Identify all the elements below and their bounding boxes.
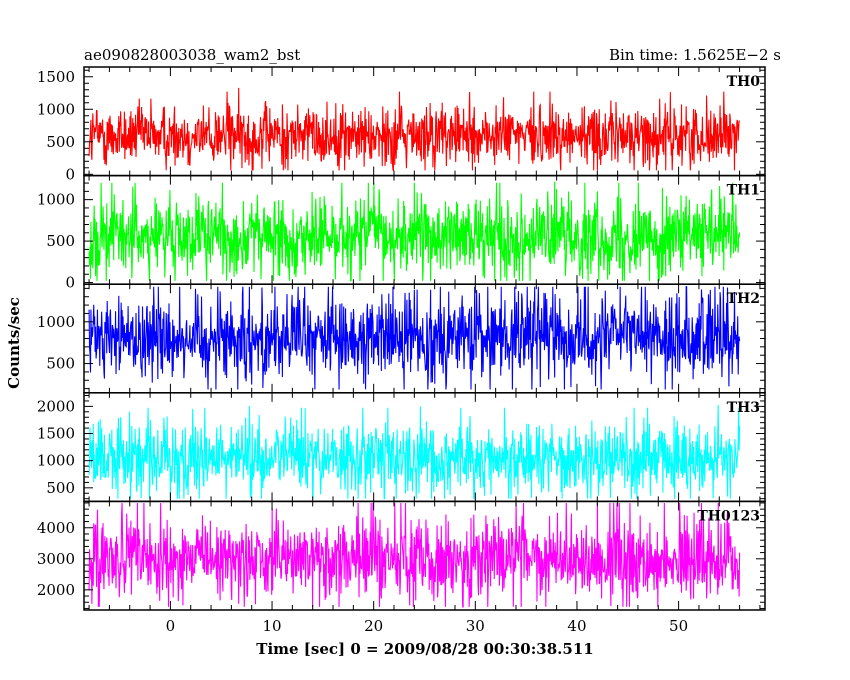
y-axis-label: Counts/sec — [5, 297, 23, 389]
series-th0-line — [88, 87, 741, 172]
y-tick-label-th3: 500 — [46, 479, 75, 497]
y-tick-label-th1: 500 — [46, 232, 75, 250]
y-tick-label-th0: 0 — [65, 165, 75, 183]
y-tick-label-th0123: 4000 — [37, 519, 75, 537]
y-tick-label-th1: 1000 — [37, 191, 75, 209]
panel-frame-th0123 — [83, 500, 766, 611]
y-tick-label-th2: 1000 — [37, 313, 75, 331]
x-tick-label: 20 — [364, 617, 383, 635]
chart-title: ae090828003038_wam2_bst — [84, 46, 300, 64]
panel-label-th2: TH2 — [727, 291, 760, 307]
x-tick-label: 40 — [567, 617, 586, 635]
panel-label-th0: TH0 — [727, 74, 761, 90]
panel-label-th1: TH1 — [727, 183, 760, 199]
panel-label-th3: TH3 — [727, 400, 760, 416]
panels-group: TH0050010001500TH105001000TH25001000TH35… — [37, 66, 766, 635]
x-tick-label: 10 — [262, 617, 281, 635]
y-tick-label-th2: 500 — [46, 355, 75, 373]
series-th2-line — [88, 286, 741, 390]
y-tick-label-th1: 0 — [65, 274, 75, 292]
y-tick-label-th3: 2000 — [37, 397, 75, 415]
y-tick-label-th0: 1500 — [37, 68, 75, 86]
x-tick-label: 30 — [466, 617, 485, 635]
panel-label-th0123: TH0123 — [697, 508, 760, 524]
y-tick-label-th0: 500 — [46, 133, 75, 151]
series-th3-line — [88, 404, 741, 500]
y-tick-label-th0: 1000 — [37, 100, 75, 118]
x-tick-label: 0 — [166, 617, 176, 635]
bin-time-label: Bin time: 1.5625E−2 s — [609, 46, 781, 64]
series-th0123-line — [88, 502, 741, 608]
y-tick-label-th0123: 2000 — [37, 581, 75, 599]
y-tick-label-th0123: 3000 — [37, 550, 75, 568]
series-th1-line — [88, 181, 741, 282]
y-tick-label-th3: 1500 — [37, 425, 75, 443]
x-tick-label: 50 — [669, 617, 688, 635]
y-tick-label-th3: 1000 — [37, 452, 75, 470]
x-axis-label: Time [sec] 0 = 2009/08/28 00:30:38.511 — [256, 640, 593, 658]
